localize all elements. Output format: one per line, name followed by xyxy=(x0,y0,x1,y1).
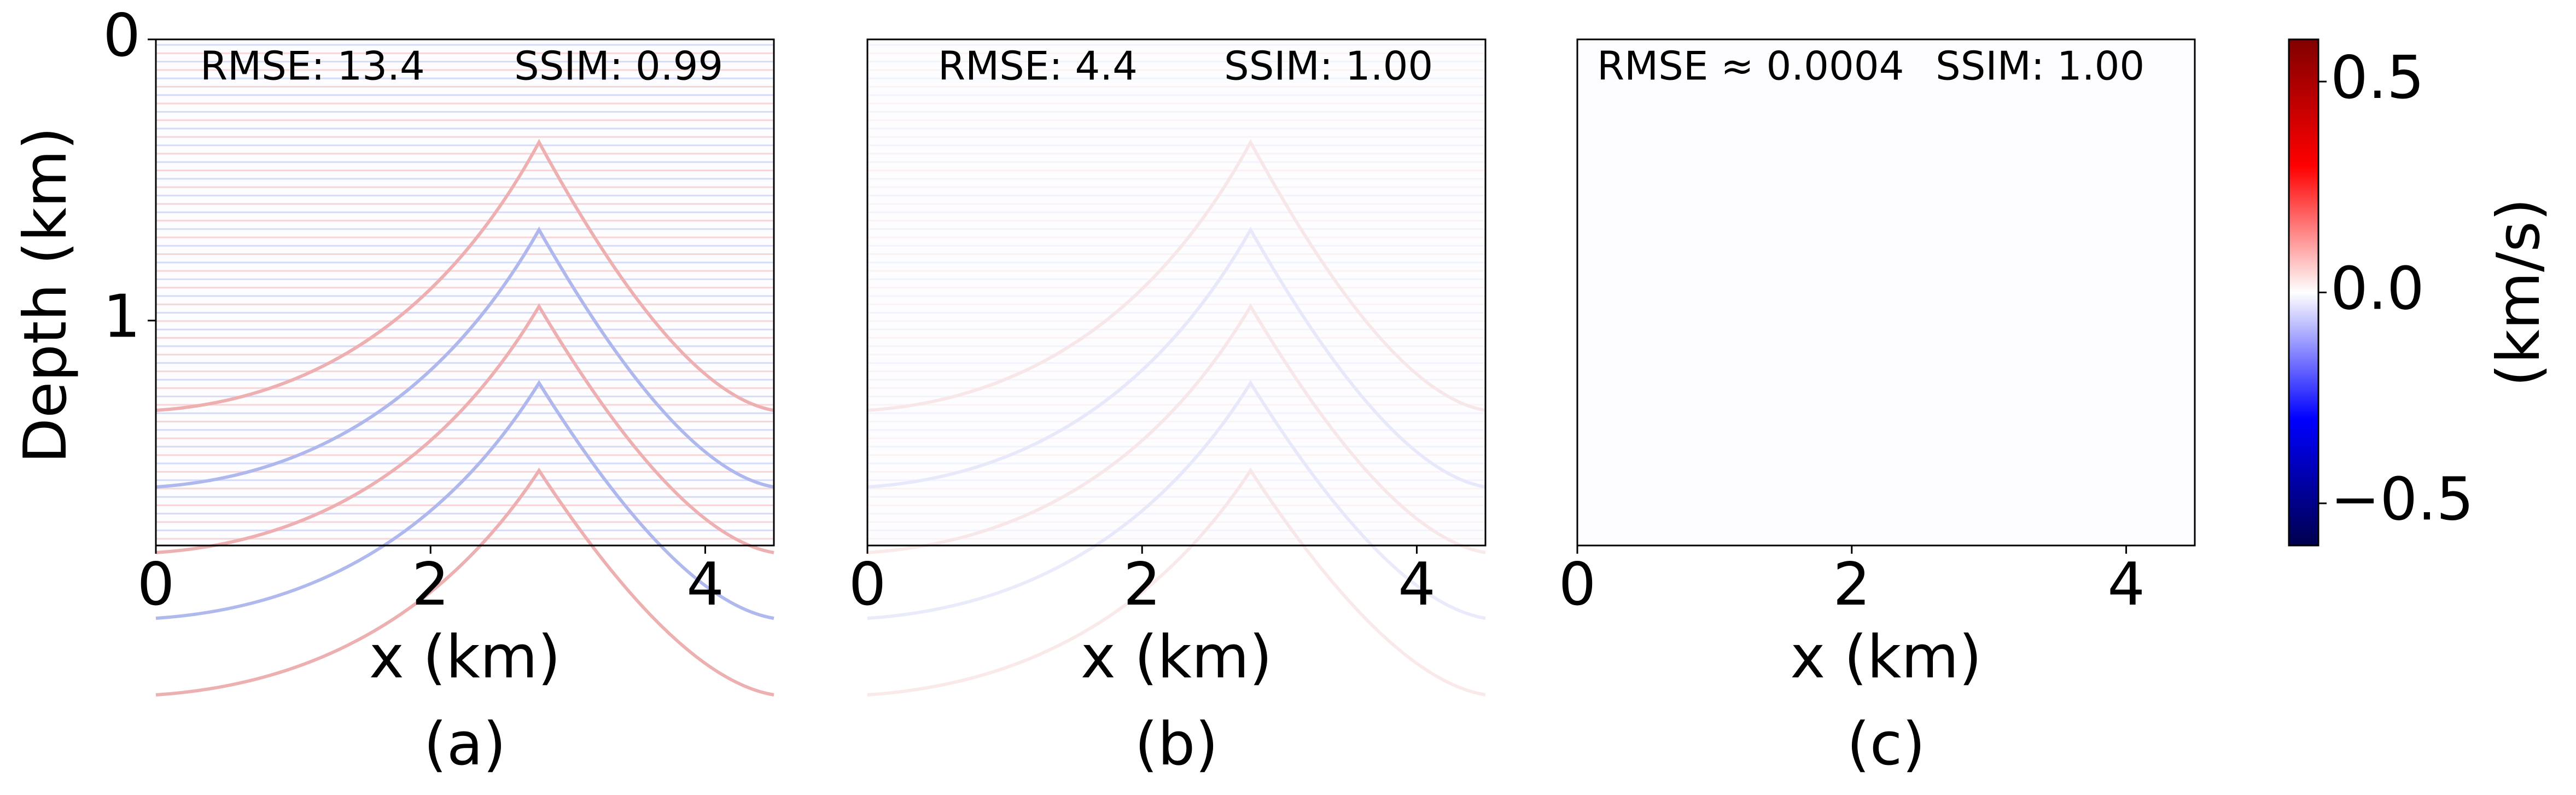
annotation: SSIM: 0.99 xyxy=(514,43,723,89)
y-axis-label: Depth (km) xyxy=(11,127,80,463)
colorbar-tick-label: 0.0 xyxy=(2330,254,2425,323)
chevron xyxy=(867,467,1486,697)
chevron xyxy=(155,138,774,412)
caption: (a) xyxy=(424,710,506,779)
x-axis-label: x (km) xyxy=(369,623,561,692)
residual-texture xyxy=(155,44,774,697)
y-tick-label: 1 xyxy=(103,283,141,351)
image-area xyxy=(1577,39,2195,546)
colorbar-tick-label: 0.5 xyxy=(2330,44,2425,112)
chevron xyxy=(155,226,774,489)
x-tick-label: 4 xyxy=(1398,550,1436,619)
x-tick-label: 2 xyxy=(1123,550,1161,619)
x-tick-label: 0 xyxy=(137,550,175,619)
caption: (c) xyxy=(1847,710,1926,779)
chevron xyxy=(155,380,774,620)
chevron xyxy=(867,138,1486,412)
caption: (b) xyxy=(1135,710,1219,779)
x-tick-label: 2 xyxy=(1833,550,1870,619)
plot-frame xyxy=(866,38,1487,547)
annotation: RMSE ≈ 0.0004 xyxy=(1597,43,1904,89)
x-tick-label: 0 xyxy=(849,550,887,619)
x-tick-label: 4 xyxy=(2107,550,2145,619)
annotation: RMSE: 13.4 xyxy=(200,43,425,89)
colorbar-label: (km/s) xyxy=(2485,198,2553,387)
chevron xyxy=(867,303,1486,554)
annotation: RMSE: 4.4 xyxy=(938,43,1138,89)
chevron xyxy=(867,226,1486,489)
x-axis-label: x (km) xyxy=(1081,623,1272,692)
residual-texture xyxy=(867,44,1486,697)
chevron xyxy=(867,380,1486,620)
x-tick-label: 2 xyxy=(412,550,450,619)
x-tick-label: 4 xyxy=(686,550,724,619)
annotation: SSIM: 1.00 xyxy=(1224,43,1433,89)
image-area xyxy=(867,39,1485,546)
annotation: SSIM: 1.00 xyxy=(1936,43,2144,89)
y-tick-label: 0 xyxy=(103,2,141,70)
chevron xyxy=(155,303,774,554)
chevron xyxy=(155,467,774,697)
x-tick-label: 0 xyxy=(1559,550,1596,619)
plot-frame xyxy=(155,38,775,547)
x-axis-label: x (km) xyxy=(1790,623,1981,692)
colorbar xyxy=(2288,38,2319,547)
image-area xyxy=(156,39,774,546)
colorbar-tick-label: −0.5 xyxy=(2330,466,2474,534)
plot-frame xyxy=(1576,38,2196,547)
